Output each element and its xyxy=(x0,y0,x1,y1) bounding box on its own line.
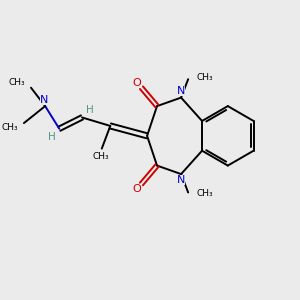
Text: CH₃: CH₃ xyxy=(196,73,213,82)
Text: N: N xyxy=(177,86,185,96)
Text: O: O xyxy=(132,78,141,88)
Text: N: N xyxy=(40,95,48,105)
Text: CH₃: CH₃ xyxy=(1,123,18,132)
Text: H: H xyxy=(47,132,55,142)
Text: CH₃: CH₃ xyxy=(92,152,109,161)
Text: N: N xyxy=(177,175,185,185)
Text: CH₃: CH₃ xyxy=(196,189,213,198)
Text: CH₃: CH₃ xyxy=(8,78,25,87)
Text: H: H xyxy=(86,104,94,115)
Text: O: O xyxy=(132,184,141,194)
